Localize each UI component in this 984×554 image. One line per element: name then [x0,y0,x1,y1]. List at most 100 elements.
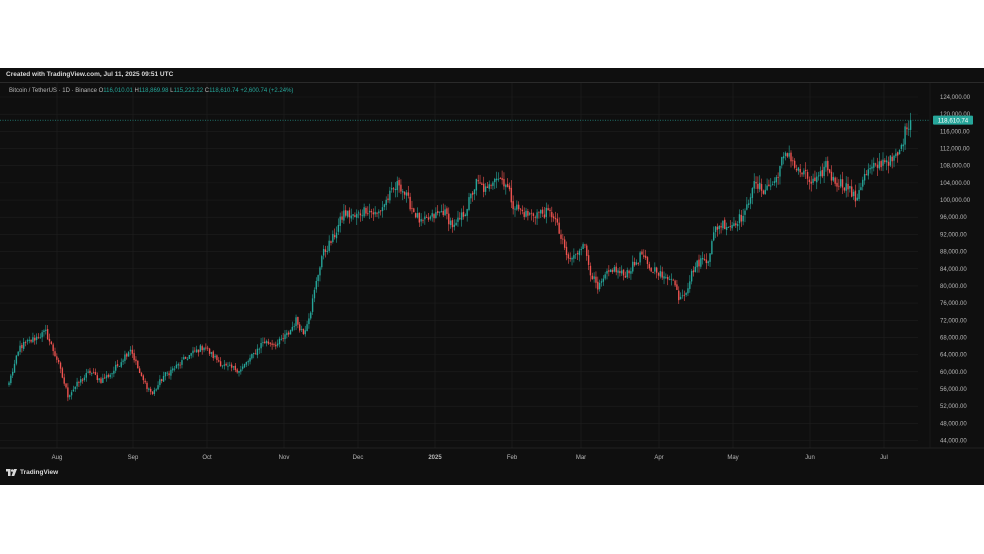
candle-body [586,245,588,256]
candle-body [63,377,65,384]
candle-body [205,347,207,349]
candle-body [32,337,34,342]
candle-body [851,186,853,197]
candle-body [70,392,73,396]
candle-body [878,161,881,169]
candle-body [792,160,794,162]
candle-body [129,349,132,352]
candle-body [703,258,706,260]
candle-body [379,210,382,212]
candle-body [111,373,113,375]
candle-body [13,363,16,373]
candle-body [667,276,669,280]
candle-body [565,246,568,256]
candle-body [251,353,253,359]
candle-body [803,170,805,175]
candle-body [685,292,687,295]
candle-body [56,356,58,360]
candle-body [391,188,393,190]
price-tick-label: 72,000.00 [940,318,967,324]
low-label: L [170,88,174,94]
candle-body [771,184,774,186]
candle-body [96,375,99,380]
candle-body [190,353,192,356]
candle-body [431,213,433,217]
candle-body [105,375,108,379]
candle-body [21,345,23,349]
candle-body [332,233,334,243]
candle-body [276,343,279,346]
candle-body [289,330,292,335]
candlestick-chart[interactable]: 124,000.00 120,000.00 116,000.00 112,000.00… [0,68,984,485]
candle-body [310,312,312,319]
candle-body [80,379,82,383]
candle-body [186,359,189,361]
candle-body [302,328,305,334]
price-tick-label: 64,000.00 [940,353,967,359]
candle-body [192,350,194,354]
candle-body [874,163,877,165]
price-tick-label: 108,000.00 [940,164,971,170]
candle-body [11,371,14,376]
candle-body [403,191,406,195]
candle-body [876,164,879,168]
candle-body [543,214,546,218]
candle-body [908,128,910,130]
candle-body [92,372,95,374]
candle-body [628,270,630,274]
candle-body [291,326,294,331]
candle-body [212,351,214,359]
candle-body [69,395,71,397]
candle-body [862,179,864,187]
candle-body [617,270,619,273]
candle-body [563,239,566,248]
candle-body [148,388,150,390]
candle-body [503,179,505,187]
candle-body [746,204,748,210]
candle-body [575,253,577,255]
candle-body [608,270,610,272]
candle-body [258,348,260,350]
candle-body [74,386,76,390]
candle-body [78,382,80,383]
candle-body [345,210,347,216]
candle-body [85,373,87,378]
candle-body [782,156,785,159]
candle-body [378,211,380,214]
candle-body [87,371,89,373]
candle-body [755,182,757,184]
candle-body [177,364,179,366]
candle-body [659,271,662,277]
candle-body [843,187,846,191]
candle-body [492,182,494,186]
candle-body [405,192,408,196]
time-tick-label: Jul [880,455,888,461]
candle-body [317,275,319,282]
price-tick-label: 68,000.00 [940,335,967,341]
footer-brand[interactable]: TradingView [6,469,58,476]
candle-body [830,171,833,181]
candle-body [324,249,327,252]
candle-body [168,373,170,376]
candle-body [709,253,711,262]
candle-body [260,342,262,349]
candle-body [172,368,174,371]
candle-body [814,177,816,182]
candle-body [433,214,435,219]
candle-body [181,360,183,365]
candle-body [15,355,18,364]
candle-body [247,361,249,363]
candle-body [438,211,441,213]
candle-body [484,186,487,192]
candle-body [558,222,560,234]
candle-body [398,179,400,186]
candle-body [188,355,191,359]
candle-body [37,337,40,339]
candle-body [295,317,297,327]
candle-body [602,278,605,282]
candle-body [700,258,702,267]
candle-body [10,375,12,384]
candle-body [370,211,373,213]
candle-body [107,374,110,377]
time-tick-label: Mar [576,455,586,461]
